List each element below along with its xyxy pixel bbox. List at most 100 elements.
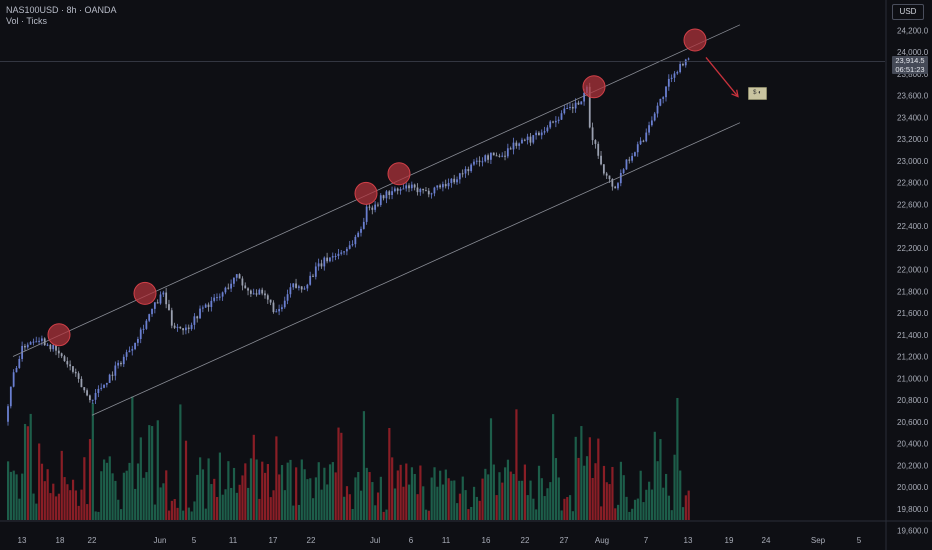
volume-bar bbox=[376, 492, 380, 520]
volume-bar bbox=[320, 489, 323, 520]
candle-body bbox=[583, 92, 585, 102]
volume-bar bbox=[125, 470, 128, 520]
volume-bar bbox=[492, 464, 495, 520]
candle-body bbox=[662, 97, 665, 99]
volume-bar bbox=[515, 409, 518, 520]
volume-bar bbox=[145, 472, 148, 520]
candle-body bbox=[580, 101, 583, 105]
candle-body bbox=[515, 142, 518, 146]
last-price-value: 23,914.5 bbox=[895, 56, 925, 65]
candle-body bbox=[416, 187, 419, 193]
candle-body bbox=[7, 406, 9, 422]
candle-body bbox=[238, 274, 241, 279]
candle-body bbox=[334, 255, 337, 257]
volume-bar bbox=[583, 465, 586, 520]
candle-body bbox=[300, 286, 303, 290]
price-axis-label: 21,600.0 bbox=[897, 309, 929, 318]
candle-body bbox=[422, 188, 425, 191]
candle-body bbox=[156, 302, 159, 304]
price-axis-label: 24,000.0 bbox=[897, 48, 929, 57]
candle-body bbox=[66, 361, 69, 365]
candle-body bbox=[29, 342, 32, 345]
price-axis-label: 21,800.0 bbox=[897, 287, 929, 296]
volume-bar bbox=[193, 501, 196, 520]
candle-body bbox=[410, 184, 413, 189]
volume-bar bbox=[238, 484, 241, 520]
volume-bar bbox=[184, 440, 188, 520]
volume-bar bbox=[74, 490, 77, 520]
candle-body bbox=[201, 307, 204, 309]
touch-marker bbox=[47, 323, 71, 347]
volume-bar bbox=[153, 504, 157, 520]
volume-bar bbox=[306, 479, 309, 520]
volume-bar bbox=[295, 467, 298, 520]
volume-bar bbox=[391, 457, 394, 520]
candle-body bbox=[204, 304, 207, 308]
volume-bar bbox=[673, 454, 676, 520]
currency-badge[interactable]: USD bbox=[892, 4, 924, 20]
volume-bar bbox=[156, 420, 159, 520]
candle-body bbox=[433, 187, 436, 194]
volume-bar bbox=[142, 477, 145, 520]
time-axis-label: 27 bbox=[560, 536, 569, 545]
money-emoji-marker[interactable]: $ ◐ bbox=[748, 87, 767, 100]
candle-body bbox=[577, 102, 580, 105]
volume-bar bbox=[424, 509, 428, 520]
volume-bar bbox=[314, 477, 318, 520]
candle-body bbox=[436, 185, 439, 188]
volume-bar bbox=[354, 477, 357, 520]
candle-body bbox=[351, 244, 354, 246]
candle-body bbox=[560, 113, 563, 120]
candle-body bbox=[611, 179, 614, 187]
volume-indicator-label[interactable]: Vol · Ticks bbox=[6, 16, 48, 26]
candle-body bbox=[122, 356, 125, 365]
volume-bar bbox=[136, 463, 140, 520]
candle-body bbox=[340, 252, 343, 254]
volume-bar bbox=[535, 509, 538, 520]
candle-body bbox=[9, 386, 12, 407]
volume-bar bbox=[614, 508, 617, 520]
candle-body bbox=[275, 311, 278, 313]
candle-body bbox=[289, 287, 292, 295]
candle-body bbox=[461, 173, 464, 175]
candle-body bbox=[456, 179, 458, 183]
volume-bar bbox=[605, 482, 608, 520]
volume-bar bbox=[201, 469, 205, 520]
candle-body bbox=[137, 338, 139, 343]
volume-bar bbox=[176, 507, 179, 520]
volume-bar bbox=[167, 510, 171, 520]
candle-body bbox=[670, 77, 673, 79]
volume-bar bbox=[103, 459, 106, 520]
candle-body bbox=[619, 172, 622, 184]
volume-bar bbox=[464, 490, 467, 520]
volume-bar bbox=[255, 459, 258, 520]
volume-bar bbox=[66, 484, 69, 520]
time-axis-label: 18 bbox=[56, 536, 65, 545]
time-axis-label: 13 bbox=[18, 536, 27, 545]
candle-body bbox=[83, 387, 86, 391]
candle-body bbox=[506, 148, 509, 157]
price-axis-label: 22,600.0 bbox=[897, 200, 929, 209]
candle-body bbox=[554, 120, 557, 123]
candle-body bbox=[478, 160, 481, 162]
candle-body bbox=[108, 374, 111, 383]
volume-bar bbox=[69, 490, 72, 520]
time-axis-label: 6 bbox=[409, 536, 414, 545]
volume-bar bbox=[427, 510, 430, 520]
candle-body bbox=[529, 136, 532, 143]
candle-body bbox=[218, 296, 221, 298]
symbol-title[interactable]: NAS100USD · 8h · OANDA bbox=[6, 5, 117, 15]
candle-body bbox=[323, 257, 326, 267]
volume-bar bbox=[563, 498, 566, 520]
volume-bar bbox=[32, 493, 35, 520]
projection-arrowhead bbox=[731, 89, 739, 98]
candle-body bbox=[504, 155, 506, 157]
candle-body bbox=[518, 143, 521, 146]
volume-bar bbox=[309, 478, 312, 520]
time-axis-label: 5 bbox=[857, 536, 862, 545]
volume-bar bbox=[311, 498, 315, 520]
volume-bar bbox=[278, 474, 281, 520]
volume-bar bbox=[439, 470, 442, 520]
candle-body bbox=[63, 356, 66, 362]
